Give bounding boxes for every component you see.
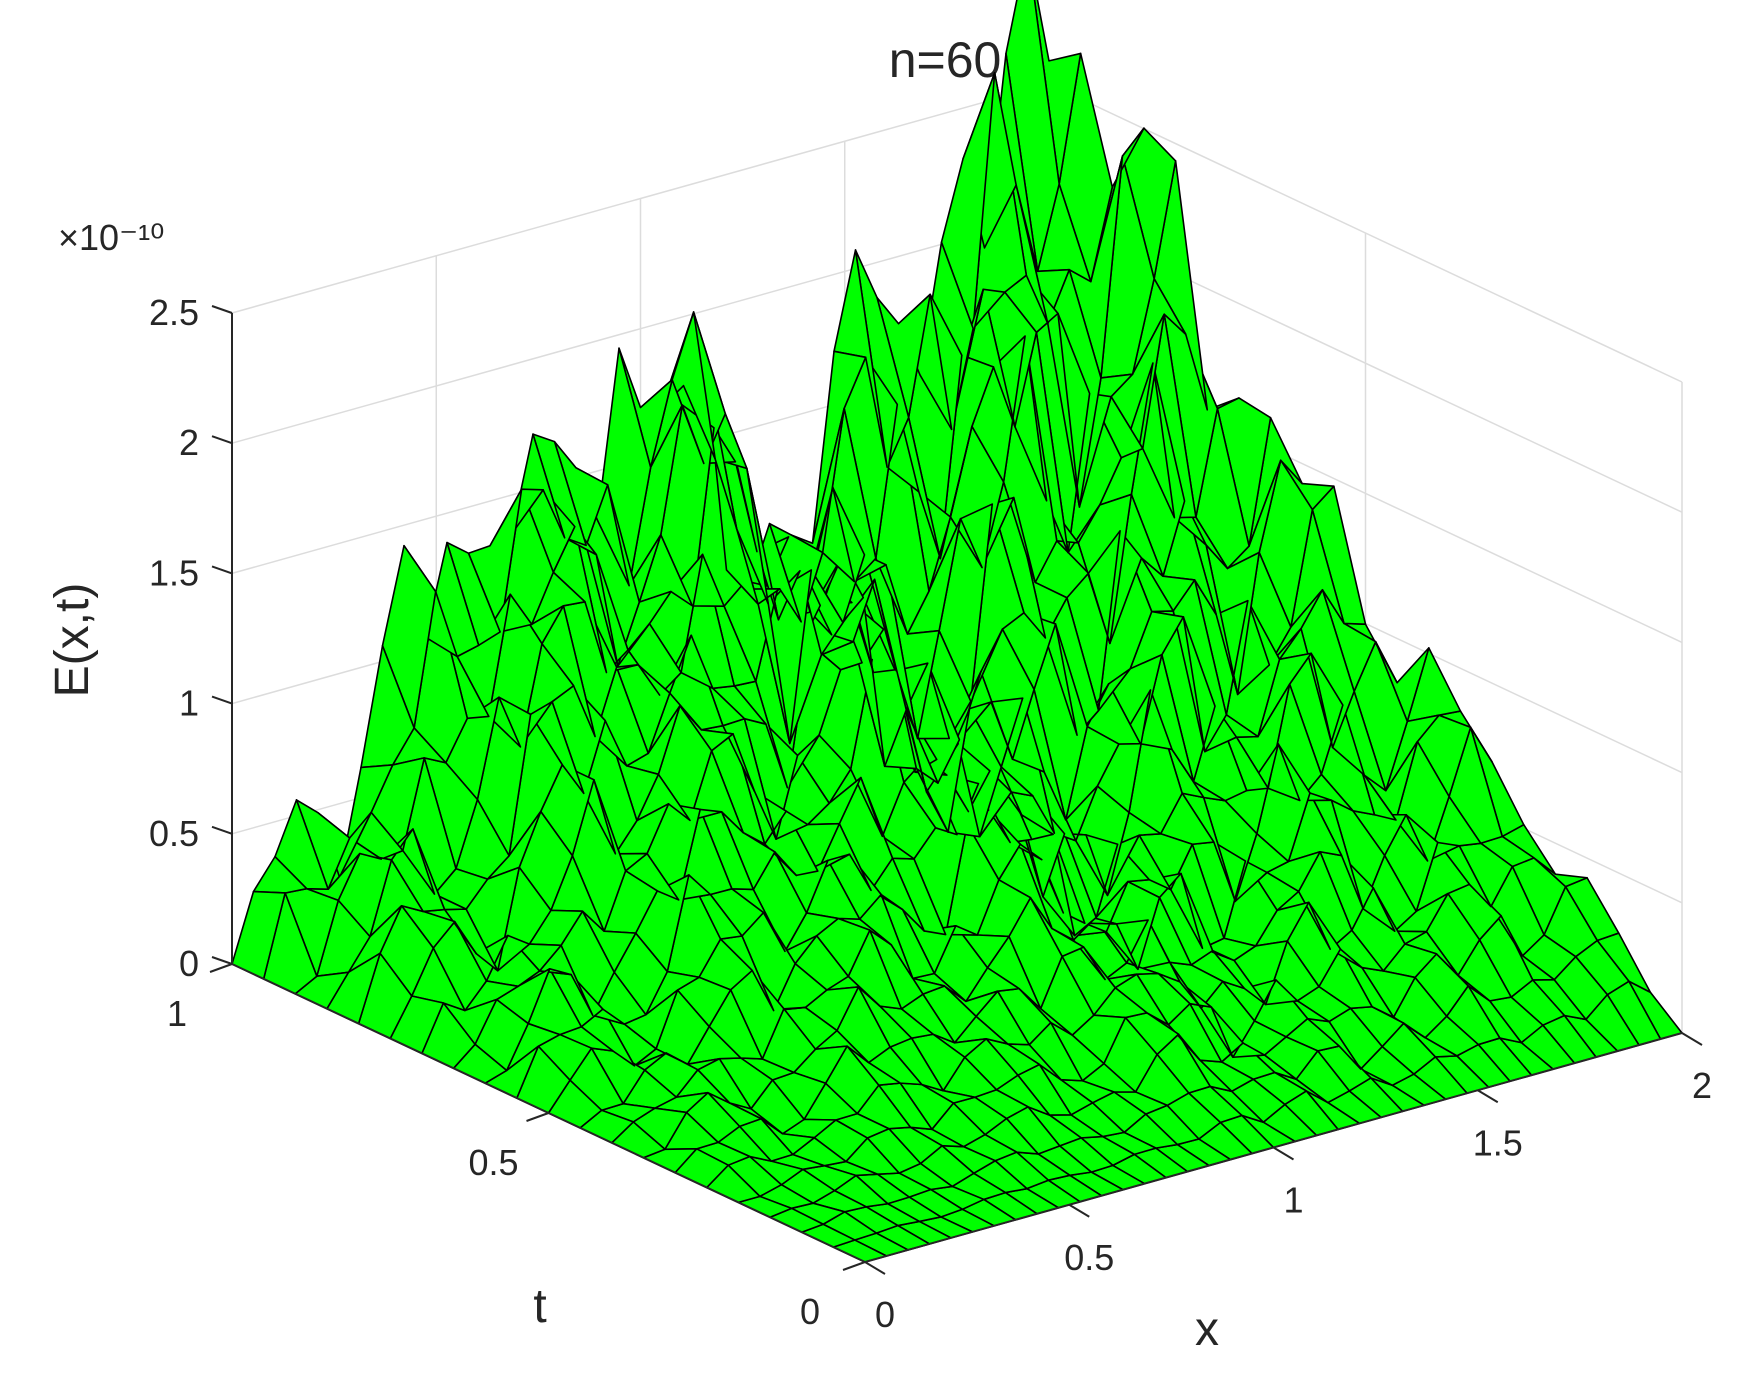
t-tick-label: 0.5 xyxy=(468,1142,518,1183)
z-axis-label: E(x,t) xyxy=(46,583,99,698)
chart-title: n=60 xyxy=(889,32,1002,88)
z-tick-label: 1 xyxy=(179,683,199,724)
z-exponent-label: ×10⁻¹⁰ xyxy=(58,217,165,258)
z-tick-label: 2 xyxy=(179,422,199,463)
x-tick-label: 1.5 xyxy=(1473,1122,1523,1163)
z-tick-label: 0.5 xyxy=(149,813,199,854)
x-tick-label: 0.5 xyxy=(1064,1237,1114,1278)
z-tick-label: 0 xyxy=(179,943,199,984)
z-tick-mark xyxy=(211,695,233,705)
t-tick-label: 1 xyxy=(167,993,187,1034)
z-tick-mark xyxy=(211,435,233,445)
t-tick-mark xyxy=(209,963,233,973)
t-axis-label: t xyxy=(533,1280,546,1333)
t-tick-label: 0 xyxy=(800,1291,820,1332)
x-tick-mark xyxy=(1272,1146,1295,1161)
t-tick-mark xyxy=(842,1261,866,1271)
z-tick-mark xyxy=(211,825,233,835)
x-axis-label: x xyxy=(1195,1303,1219,1356)
x-tick-mark xyxy=(1681,1032,1703,1046)
axis-tick-labels: 0 0.5 1 1.5 2 2.5 0 0.5 1 1.5 2 0 0.5 1 xyxy=(149,292,1712,1335)
axes-lines xyxy=(209,305,1703,1275)
x-tick-mark xyxy=(1068,1203,1090,1218)
x-tick-label: 0 xyxy=(875,1294,895,1335)
z-tick-label: 2.5 xyxy=(149,292,199,333)
x-tick-mark xyxy=(864,1261,886,1275)
surface-mesh xyxy=(231,0,1683,1263)
z-tick-mark xyxy=(211,956,233,965)
z-tick-mark xyxy=(211,565,233,575)
z-tick-label: 1.5 xyxy=(149,552,199,593)
t-tick-mark xyxy=(526,1112,549,1122)
x-tick-label: 1 xyxy=(1283,1180,1303,1221)
x-tick-label: 2 xyxy=(1692,1065,1712,1106)
x-tick-mark xyxy=(1477,1089,1499,1104)
z-tick-mark xyxy=(211,305,233,314)
